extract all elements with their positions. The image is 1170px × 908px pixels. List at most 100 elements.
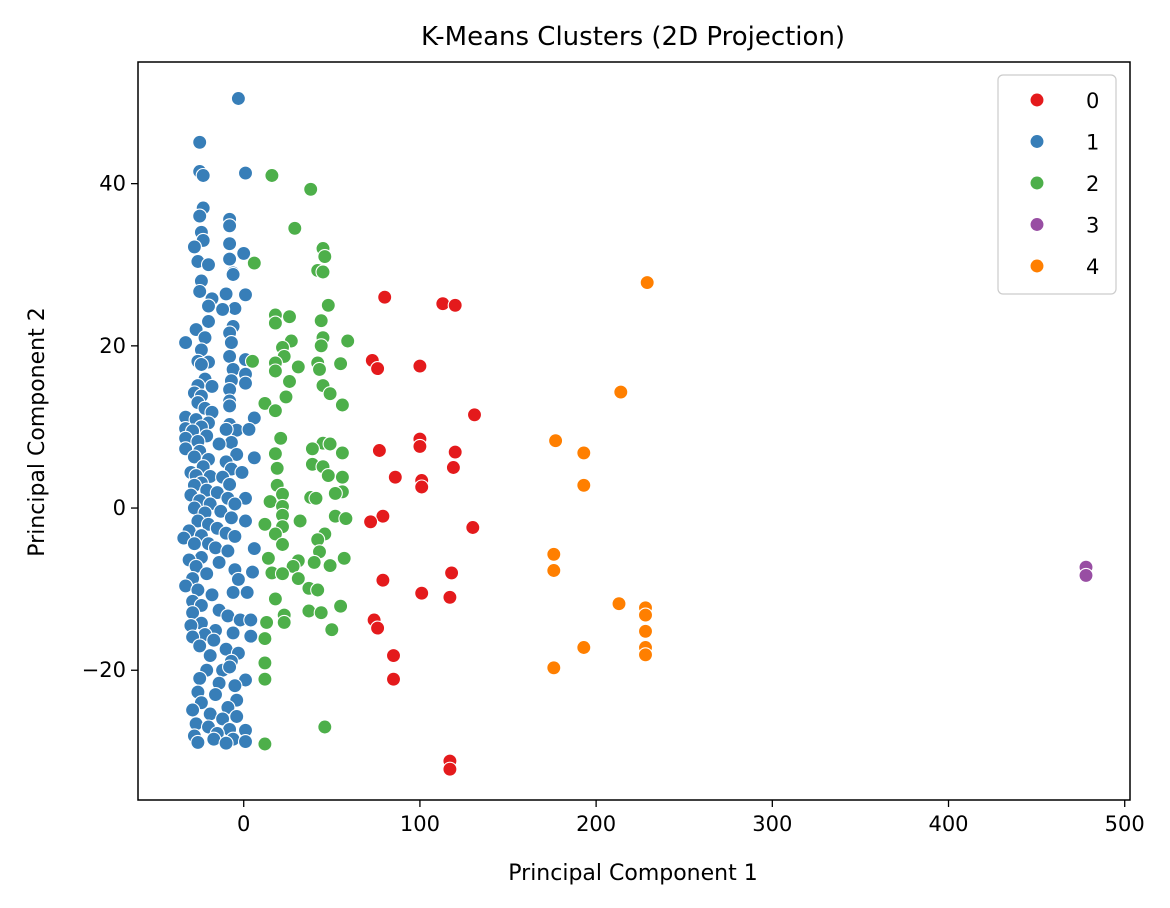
data-point: [222, 398, 238, 414]
data-point: [259, 614, 275, 630]
data-point: [546, 660, 562, 676]
data-point: [308, 490, 324, 506]
legend-label: 2: [1086, 172, 1099, 196]
data-point: [387, 469, 403, 485]
data-point: [444, 565, 460, 581]
data-point: [215, 301, 231, 317]
data-point: [301, 603, 317, 619]
legend-marker: [1029, 258, 1045, 274]
plot-area-frame: [137, 61, 1131, 801]
data-point: [211, 436, 227, 452]
data-point: [192, 134, 208, 150]
data-point: [313, 313, 329, 329]
data-point: [322, 386, 338, 402]
data-point: [290, 571, 306, 587]
data-point: [435, 296, 451, 312]
data-point: [576, 639, 592, 656]
x-tick-label: 200: [576, 812, 616, 836]
legend-marker: [1029, 175, 1045, 191]
data-point: [310, 582, 326, 598]
data-point: [278, 389, 294, 405]
data-point: [237, 734, 254, 750]
chart-title: K-Means Clusters (2D Projection): [421, 22, 845, 52]
data-point: [264, 167, 280, 184]
data-point: [333, 356, 349, 372]
legend-label: 3: [1086, 214, 1099, 238]
data-point: [327, 485, 343, 501]
data-point: [186, 239, 202, 255]
data-point: [303, 181, 319, 197]
data-point: [190, 734, 206, 750]
data-point: [227, 496, 243, 512]
y-axis: −20 0 20 40: [82, 172, 138, 682]
data-point: [276, 614, 292, 630]
data-point: [639, 275, 655, 291]
data-point: [257, 631, 273, 647]
data-point: [613, 384, 629, 400]
data-point: [227, 678, 243, 694]
data-point: [267, 526, 283, 542]
data-point: [320, 297, 336, 313]
data-point: [336, 550, 352, 566]
data-point: [257, 395, 273, 411]
data-point: [204, 587, 220, 603]
data-point: [241, 421, 257, 437]
data-point: [576, 445, 592, 461]
data-point: [225, 625, 241, 641]
data-point: [202, 648, 218, 664]
data-point: [371, 442, 387, 459]
data-point: [322, 436, 338, 452]
data-point: [292, 513, 308, 529]
x-tick-label: 300: [752, 812, 792, 836]
data-point: [306, 554, 322, 570]
data-point: [236, 245, 252, 261]
data-point: [192, 670, 208, 686]
data-point: [230, 571, 246, 587]
data-point: [317, 249, 333, 265]
x-tick-label: 400: [928, 812, 968, 836]
legend-marker: [1029, 216, 1045, 233]
data-point: [227, 528, 243, 544]
data-point: [363, 514, 379, 530]
data-point: [313, 605, 329, 621]
data-point: [218, 286, 234, 302]
legend: 0 1 2 3 4: [997, 74, 1117, 295]
data-point: [311, 361, 328, 377]
data-point: [320, 468, 336, 484]
data-point: [186, 536, 202, 552]
data-point: [192, 283, 208, 300]
data-point: [230, 90, 246, 107]
data-point: [548, 433, 564, 449]
data-points-layer: [176, 90, 1094, 777]
data-point: [229, 446, 245, 463]
data-point: [385, 671, 402, 687]
data-point: [222, 659, 238, 675]
data-point: [218, 421, 234, 437]
legend-label: 0: [1086, 89, 1099, 113]
data-point: [267, 315, 283, 331]
data-point: [546, 562, 562, 579]
data-point: [237, 513, 254, 529]
data-point: [375, 572, 391, 588]
data-point: [200, 313, 217, 330]
data-point: [267, 363, 283, 379]
data-point: [370, 361, 386, 377]
legend-marker: [1029, 133, 1045, 150]
data-point: [237, 375, 254, 391]
y-tick-label: 20: [99, 334, 126, 358]
data-point: [287, 220, 303, 236]
data-point: [576, 477, 592, 493]
data-point: [375, 508, 391, 524]
y-tick-label: −20: [82, 658, 126, 682]
data-point: [222, 218, 238, 234]
data-point: [239, 584, 255, 600]
data-point: [637, 607, 654, 623]
data-point: [225, 266, 241, 283]
data-point: [274, 566, 291, 582]
data-point: [315, 264, 331, 280]
x-tick-label: 0: [237, 812, 250, 836]
data-point: [185, 702, 201, 718]
data-point: [267, 446, 283, 462]
data-point: [269, 460, 285, 476]
data-point: [637, 647, 654, 663]
